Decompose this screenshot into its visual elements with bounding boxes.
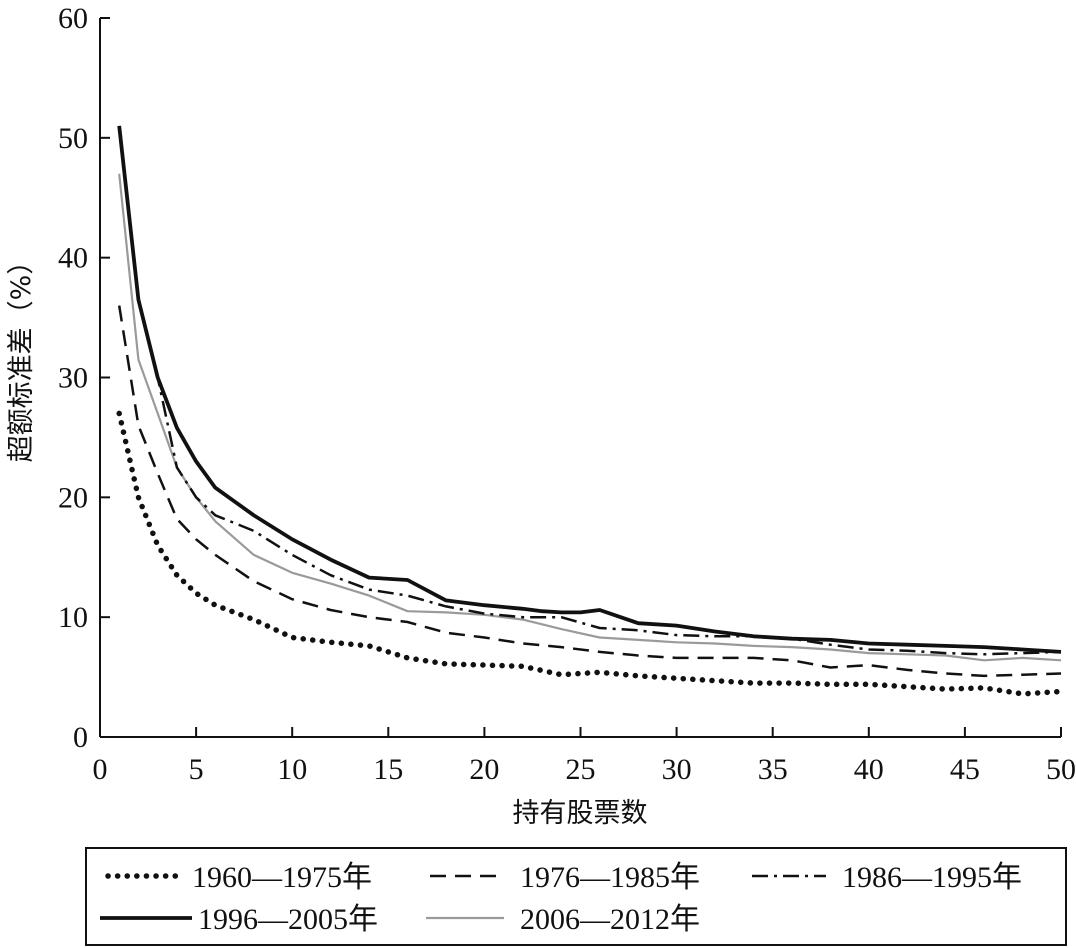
x-tick-label: 50 [1046, 753, 1076, 786]
series-line-1 [117, 305, 1062, 678]
x-tick-label: 10 [277, 753, 307, 786]
y-axis-title: 超额标准差（%） [6, 248, 37, 463]
legend-label-2: 1986—1995年 [842, 861, 1022, 894]
y-tick-label: 30 [58, 362, 88, 395]
x-tick-label: 20 [469, 753, 499, 786]
x-tick-label: 40 [854, 753, 884, 786]
x-tick-label: 15 [373, 753, 403, 786]
axes: 0 10 20 30 40 50 60 0 5 10 15 20 25 30 35 40 45 50 [58, 2, 1076, 786]
series-lines [116, 125, 1064, 697]
legend-label-0: 1960—1975年 [192, 861, 372, 894]
x-tick-label: 45 [950, 753, 980, 786]
legend-label-3: 1996—2005年 [198, 903, 378, 936]
x-tick-label: 25 [566, 753, 596, 786]
x-tick-label: 0 [93, 753, 108, 786]
y-tick-label: 0 [73, 721, 88, 754]
series-line-4 [118, 173, 1062, 662]
y-tick-label: 60 [58, 2, 88, 35]
x-tick-label: 30 [662, 753, 692, 786]
legend-label-1: 1976—1985年 [520, 861, 700, 894]
x-tick-label: 35 [758, 753, 788, 786]
y-tick-label: 20 [58, 481, 88, 514]
y-tick-label: 10 [58, 601, 88, 634]
series-line-0 [116, 410, 1064, 697]
legend-label-4: 2006—2012年 [520, 903, 700, 936]
y-tick-label: 50 [58, 122, 88, 155]
x-tick-label: 5 [189, 753, 204, 786]
legend-frame [85, 847, 1067, 946]
series-line-2 [117, 125, 1062, 656]
series-line-3 [117, 125, 1062, 654]
legend: 1960—1975年 1976—1985年 1986—1995年 1996—2005年… [85, 847, 1067, 946]
y-tick-label: 40 [58, 242, 88, 275]
x-axis-title: 持有股票数 [513, 798, 648, 829]
